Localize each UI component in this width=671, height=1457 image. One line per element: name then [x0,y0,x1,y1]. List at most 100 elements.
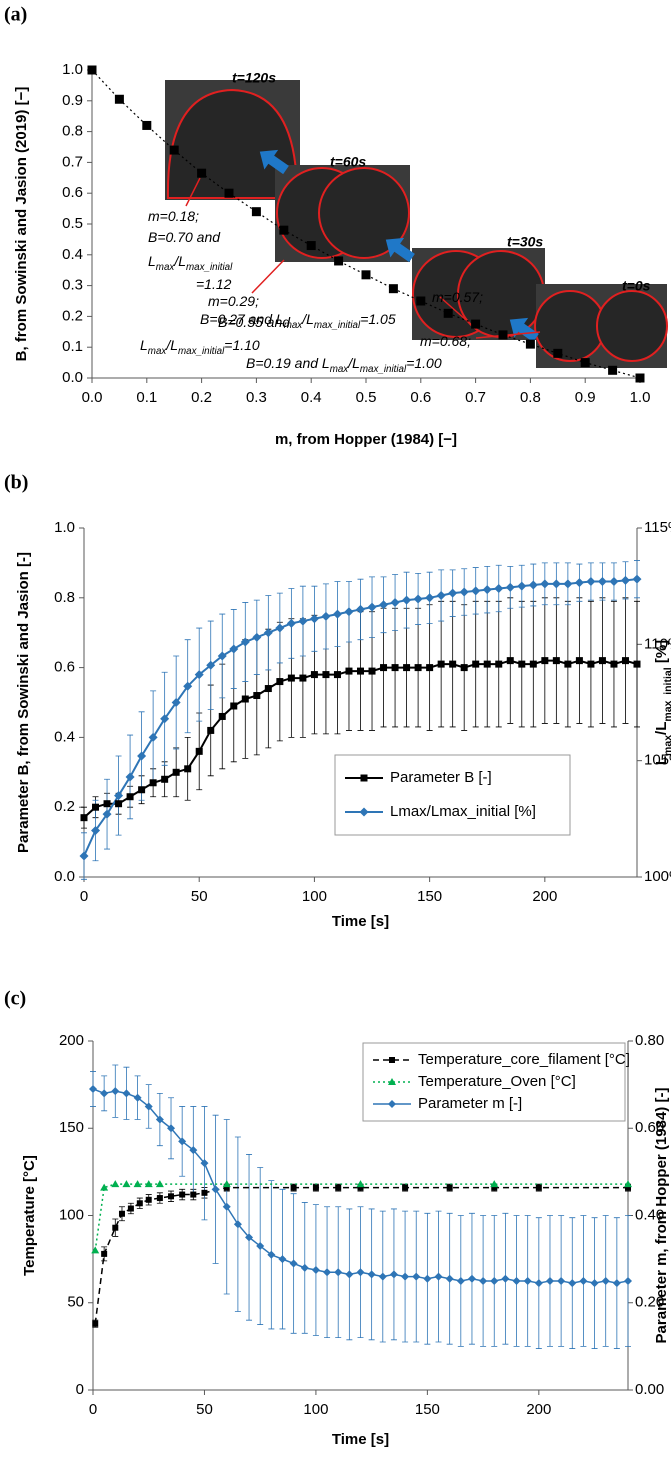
y-axis-title: B, from Sowinski and Jasion (2019) [−] [13,87,30,362]
y-tick-label: 0.8 [54,589,75,606]
marker [194,670,204,680]
marker [229,644,239,654]
marker [568,1279,577,1288]
marker [252,632,262,642]
marker [334,1268,343,1277]
y-tick-label: 0.9 [62,92,83,109]
marker [472,660,480,668]
marker [563,579,573,589]
marker [133,1180,142,1188]
annotation: Lmax/Lmax_initial [148,253,233,273]
legend-box [334,754,571,836]
label-run: =1.00 [406,355,442,371]
x-tick-label: 0.7 [465,389,486,406]
marker [183,681,193,691]
marker [367,1270,376,1279]
x-tick-label: 150 [417,888,442,905]
legend-label: Temperature_core_filament [°C] [418,1051,630,1068]
label-run: max [284,320,304,331]
x-tick-label: 0 [89,1401,97,1418]
x-tick-label: 0.6 [410,389,431,406]
marker [217,651,227,661]
marker [625,1184,631,1191]
label-run: B=0.19 and L [246,355,330,371]
marker [557,1276,566,1285]
marker [149,779,157,787]
marker [490,1180,499,1188]
marker [534,1279,543,1288]
label-run: max_initial [360,364,407,375]
marker [184,765,192,773]
marker [133,1093,142,1102]
label-run: /L [301,311,314,327]
marker [356,1268,365,1277]
marker [621,657,629,665]
marker [518,660,526,668]
marker [206,660,216,670]
y-tick-label: 0 [76,1381,84,1398]
marker [335,1184,342,1191]
label-run: L [140,337,148,353]
y-tick-label: 0.0 [62,369,83,386]
arrows [259,149,539,343]
label-run: max [330,364,350,375]
marker [610,660,618,668]
marker [601,1276,610,1285]
x-tick-label: 200 [532,888,557,905]
marker [144,1102,153,1111]
marker [111,1180,120,1188]
marker [114,94,124,104]
marker [344,607,354,617]
marker [416,296,426,306]
marker [425,593,435,603]
marker [167,1124,176,1133]
label-run: L [653,756,670,765]
marker [367,602,377,612]
marker [111,1087,120,1096]
y2-tick-label: 0.00 [635,1381,664,1398]
marker [378,1272,387,1281]
label-run: /L [653,722,670,735]
marker [448,588,458,598]
marker [256,1242,265,1251]
marker [586,577,596,587]
marker [222,1202,231,1211]
marker [278,1255,287,1264]
y2-tick-label: 115% [644,519,671,536]
marker [512,1276,521,1285]
marker [332,609,342,619]
marker [279,225,289,235]
marker [92,803,100,811]
y-tick-label: 0.8 [62,123,83,140]
annotation: m=0.18; [148,208,199,224]
annotation: B=0.55 and [218,314,291,330]
y-axis-title: Temperature [°C] [21,1155,38,1276]
marker [264,685,272,693]
marker [545,1276,554,1285]
marker [189,1146,198,1155]
marker [587,660,595,668]
marker [240,637,250,647]
marker [590,1279,599,1288]
annotation: =1.12 [196,276,232,292]
y2-tick-label: 0.20 [635,1294,664,1311]
marker [564,660,572,668]
marker [580,358,590,368]
marker [142,120,152,130]
legend-marker [389,1057,395,1063]
marker [323,1268,332,1277]
image-label: t=30s [507,234,543,250]
marker [122,1180,131,1188]
marker [101,1250,108,1257]
label-run: max [156,262,176,273]
label-run: max [148,346,168,357]
label-run: max [662,735,671,756]
y2-tick-label: 0.40 [635,1206,664,1223]
y-tick-label: 150 [59,1119,84,1136]
label-run: =1.10 [224,337,260,353]
marker [300,1263,309,1272]
marker [224,188,234,198]
marker [91,825,101,835]
panel-label: (c) [4,988,26,1010]
marker [541,657,549,665]
